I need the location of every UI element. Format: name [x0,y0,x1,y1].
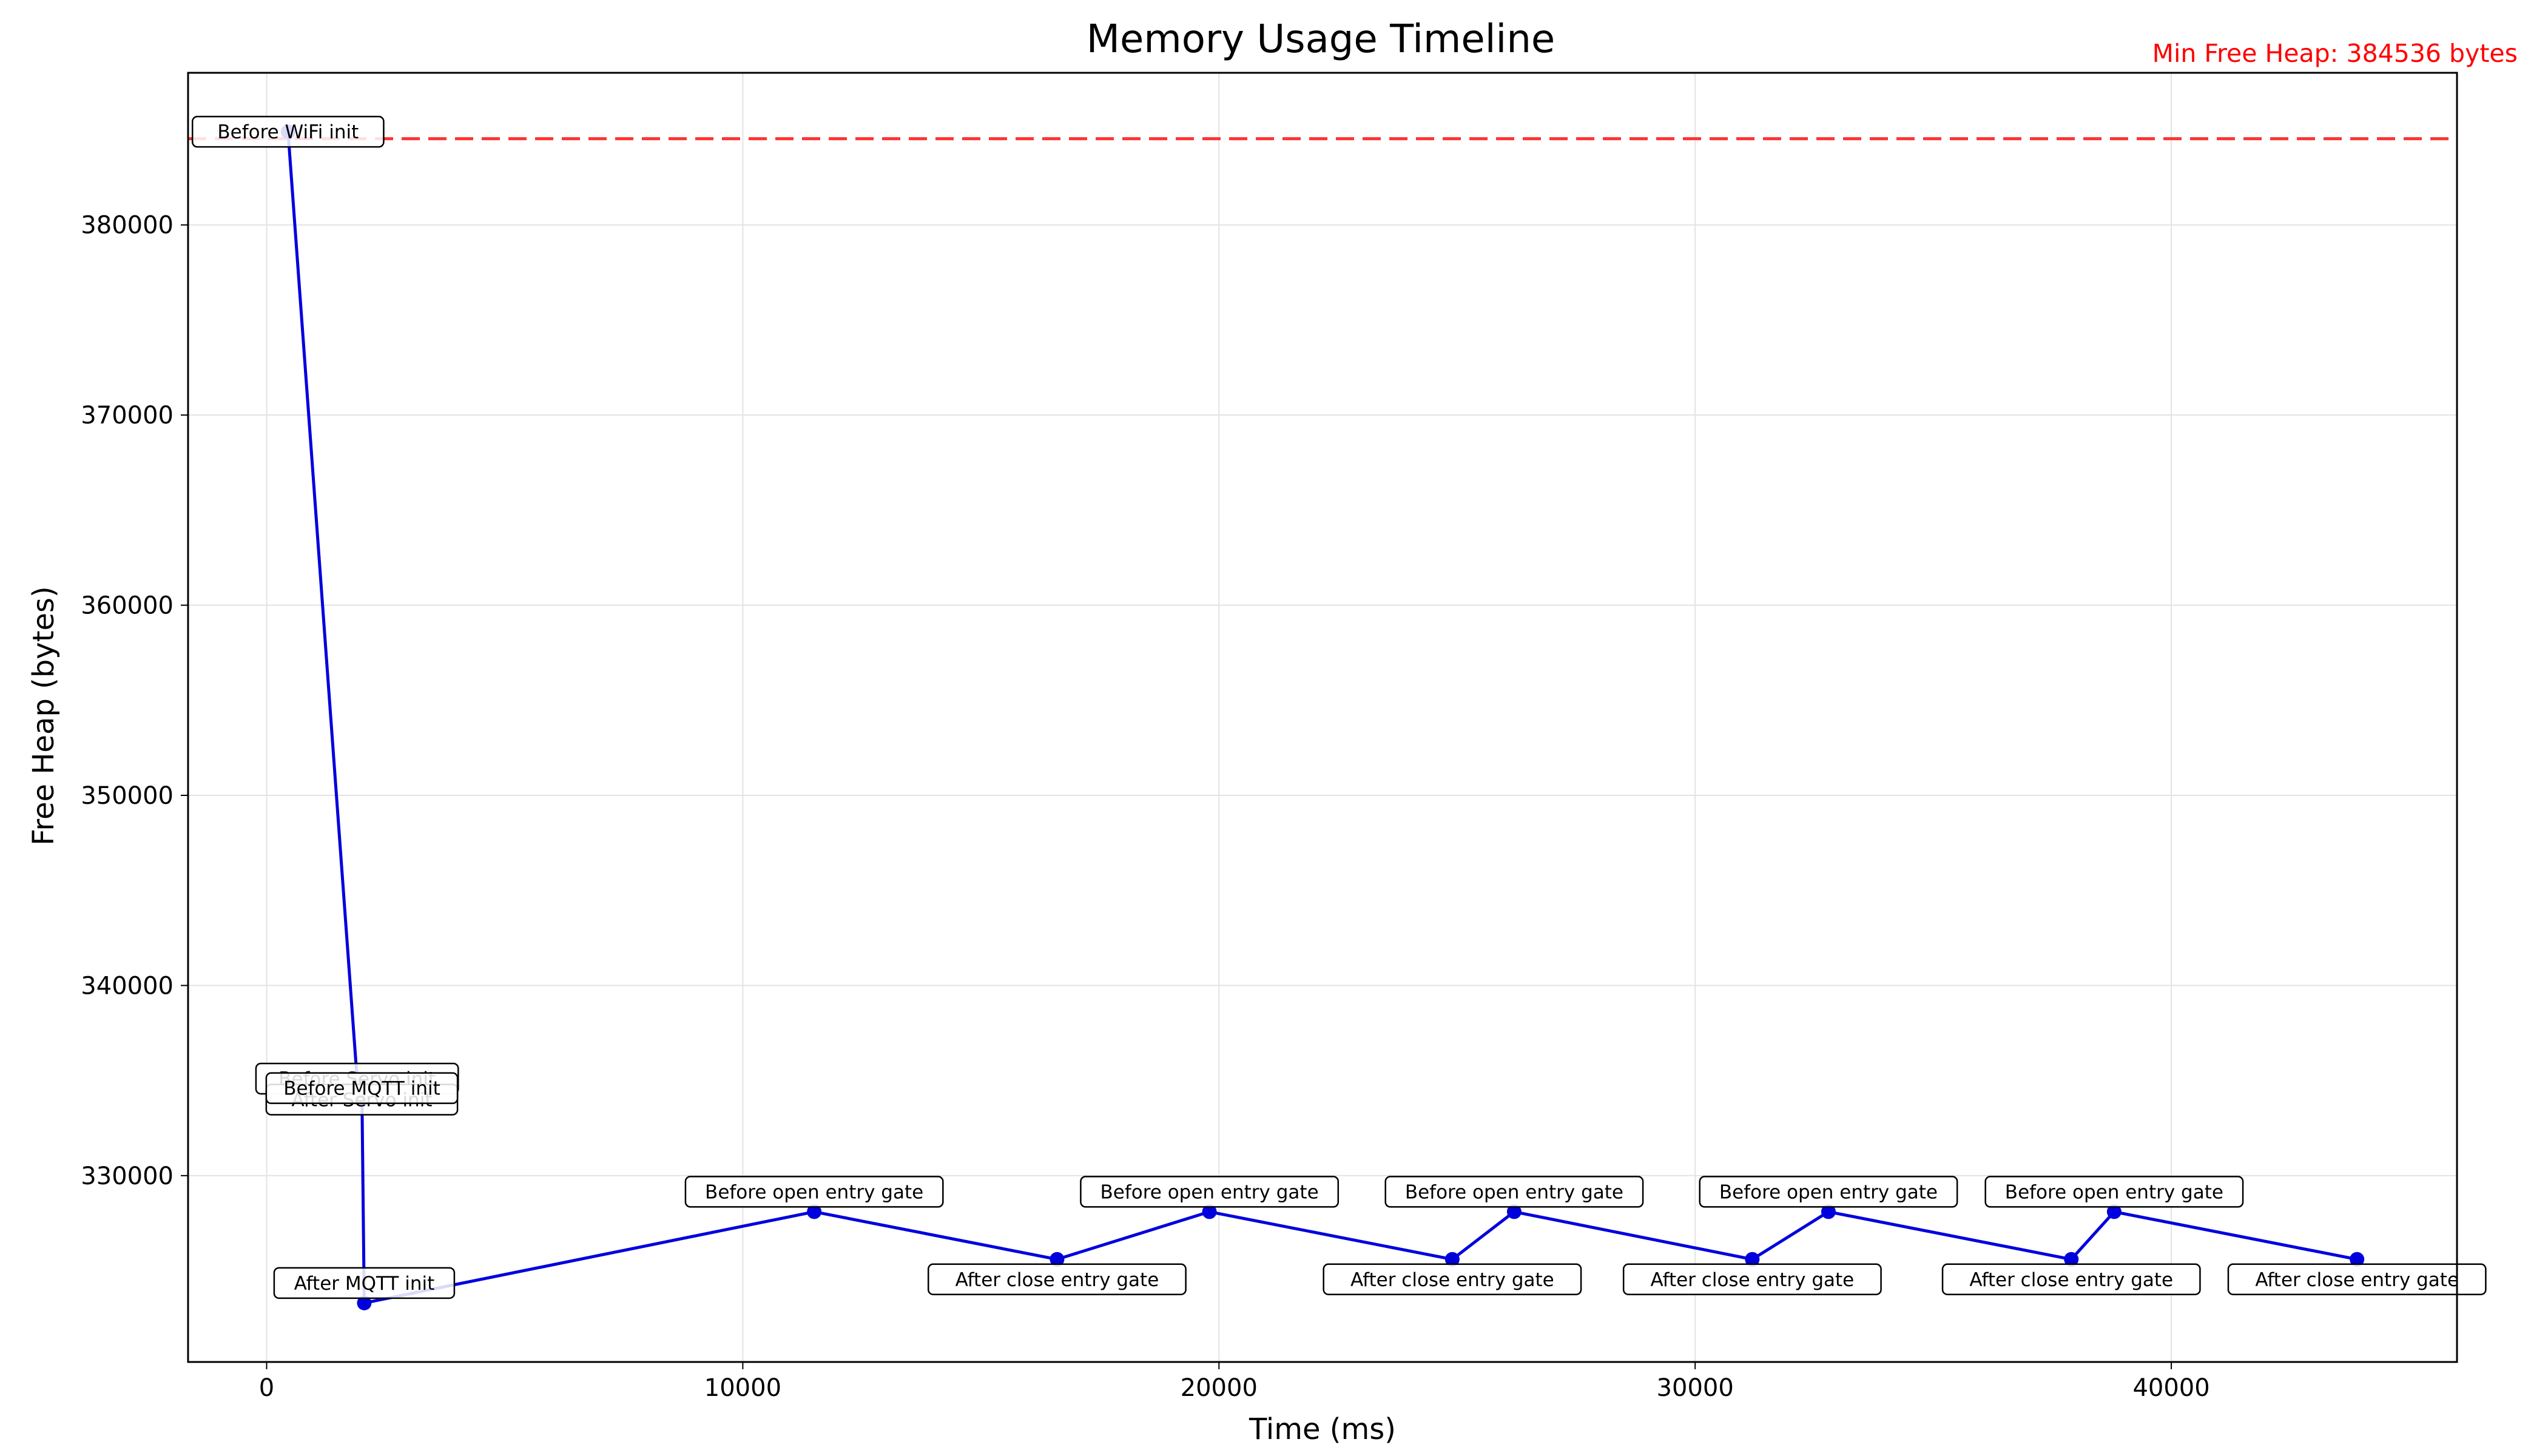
data-label-box [1080,1176,1340,1208]
data-point [2350,1252,2365,1267]
data-label-text: Before open entry gate [2005,1181,2223,1203]
data-label: After MQTT init [273,1267,456,1299]
data-label: Before open entry gate [1384,1176,1644,1208]
x-tick-label: 0 [259,1374,274,1402]
y-axis-ticks: 330000 340000 350000 360000 370000 380000 [81,212,188,1190]
data-label-text: After close entry gate [1651,1269,1855,1291]
y-tick-label: 350000 [81,782,174,810]
data-label: After close entry gate [1323,1263,1582,1296]
data-label-text: Before WiFi init [217,121,359,143]
data-label-box [684,1176,944,1208]
x-tick-label: 40000 [2132,1374,2209,1402]
data-point [1821,1204,1836,1219]
data-point [1745,1252,1760,1267]
data-point [1506,1204,1522,1219]
data-point [2106,1204,2122,1219]
chart-title: Memory Usage Timeline [1087,17,1555,62]
data-point [1202,1204,1217,1219]
data-label-box [273,1267,456,1299]
data-label-text: After close entry gate [1969,1269,2173,1291]
y-tick-label: 380000 [81,212,174,240]
data-label-box [1323,1263,1582,1296]
data-label-text: After close entry gate [2255,1269,2459,1291]
data-label: After close entry gate [927,1263,1187,1296]
x-tick-label: 10000 [704,1374,781,1402]
y-tick-label: 370000 [81,402,174,430]
x-tick-label: 30000 [1657,1374,1734,1402]
data-label: Before open entry gate [1699,1176,1958,1208]
data-label-text: Before open entry gate [705,1181,923,1203]
grid-lines [188,73,2457,1362]
data-label-box [927,1263,1187,1296]
data-label: After close entry gate [1941,1263,2201,1296]
data-label-box [1984,1176,2244,1208]
data-label-box [2227,1263,2487,1296]
data-label-text: Before open entry gate [1100,1181,1319,1203]
plot-area-frame [187,72,2458,1363]
data-label: Before WiFi init [191,115,385,148]
data-label: Before open entry gate [1984,1176,2244,1208]
data-label: After close entry gate [1622,1263,1882,1296]
data-label-text: After close entry gate [956,1269,1159,1291]
min-free-heap-annotation: Min Free Heap: 384536 bytes [2152,39,2518,68]
data-label: Before open entry gate [1080,1176,1340,1208]
data-label-box [191,115,385,148]
data-label: Before open entry gate [684,1176,944,1208]
x-tick-label: 20000 [1181,1374,1258,1402]
data-point [357,1295,372,1310]
data-point [1050,1252,1065,1267]
y-axis-label: Free Heap (bytes) [27,586,61,846]
data-label-box [1622,1263,1882,1296]
data-point [2064,1252,2079,1267]
data-label-box [1384,1176,1644,1208]
data-point [1444,1252,1460,1267]
data-label-box [265,1072,459,1104]
y-tick-label: 340000 [81,972,174,1000]
data-point [807,1204,822,1219]
data-label: After close entry gate [2227,1263,2487,1296]
data-label-text: Before open entry gate [1405,1181,1623,1203]
data-label-box [1941,1263,2201,1296]
y-tick-label: 360000 [81,592,174,620]
data-label-text: Before MQTT init [283,1078,440,1100]
data-label-text: After MQTT init [294,1273,435,1295]
data-label-text: After close entry gate [1350,1269,1554,1291]
data-label-box [1699,1176,1958,1208]
data-label: Before MQTT init [265,1072,459,1104]
x-axis-ticks: 0 10000 20000 30000 40000 [259,1362,2210,1402]
y-tick-label: 330000 [81,1162,174,1190]
data-label-text: Before open entry gate [1719,1181,1938,1203]
x-axis-label: Time (ms) [1249,1412,1396,1446]
